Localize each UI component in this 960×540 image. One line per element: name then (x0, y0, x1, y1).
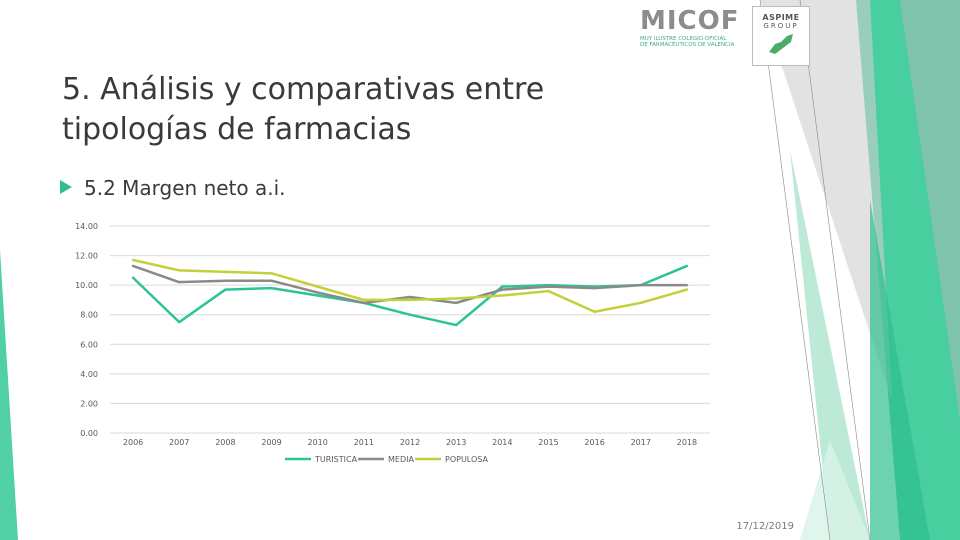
data-point-media (224, 279, 227, 282)
data-point-populosa (454, 297, 458, 300)
y-tick-label: 12.00 (75, 252, 98, 261)
y-tick-label: 2.00 (80, 399, 98, 408)
data-point-populosa (501, 294, 504, 297)
slide-date: 17/12/2019 (736, 521, 794, 532)
data-point-populosa (639, 301, 642, 305)
y-tick-label: 0.00 (80, 429, 98, 438)
micof-logo: MICOF MUY ILUSTRE COLEGIO OFICIAL DE FAR… (640, 6, 740, 54)
data-point-turistica (685, 264, 689, 268)
x-tick-label: 2012 (400, 438, 420, 447)
x-tick-label: 2014 (492, 438, 512, 447)
x-tick-label: 2013 (446, 438, 466, 447)
x-tick-label: 2015 (538, 438, 558, 447)
data-point-turistica (178, 320, 181, 324)
data-point-turistica (131, 276, 135, 279)
y-tick-label: 14.00 (75, 222, 98, 231)
aspime-logo-text: ASPIME (762, 13, 800, 22)
x-tick-label: 2011 (354, 438, 374, 447)
x-tick-label: 2010 (308, 438, 328, 447)
bullet-text: 5.2 Margen neto a.i. (84, 176, 286, 200)
x-tick-label: 2017 (631, 438, 651, 447)
data-point-populosa (408, 298, 412, 302)
aspime-logo: ASPIME GROUP (752, 6, 810, 66)
data-point-turistica (270, 286, 273, 290)
data-point-turistica (408, 313, 412, 316)
x-tick-label: 2016 (584, 438, 604, 447)
y-tick-label: 8.00 (80, 311, 98, 320)
y-tick-label: 10.00 (75, 281, 98, 290)
micof-logo-line1: MUY ILUSTRE COLEGIO OFICIAL (640, 36, 727, 42)
data-point-populosa (224, 270, 227, 274)
data-point-populosa (547, 289, 550, 293)
data-point-populosa (685, 288, 689, 291)
data-point-populosa (131, 258, 135, 262)
data-point-populosa (316, 285, 319, 288)
data-point-turistica (224, 288, 227, 291)
data-point-media (131, 264, 135, 268)
x-tick-label: 2007 (169, 438, 189, 447)
slide-title: 5. Análisis y comparativas entre tipolog… (62, 72, 545, 147)
x-tick-label: 2008 (215, 438, 235, 447)
data-point-populosa (593, 310, 596, 313)
series-line-turistica (132, 264, 688, 327)
micof-logo-line2: DE FARMACÉUTICOS DE VALENCIA (640, 42, 735, 48)
data-point-media (593, 286, 596, 290)
data-point-media (639, 283, 642, 287)
data-point-populosa (270, 272, 273, 275)
data-point-media (362, 301, 366, 305)
legend-label-media: MEDIA (388, 455, 414, 464)
data-point-media (454, 301, 458, 305)
y-tick-label: 4.00 (80, 370, 98, 379)
map-icon (769, 34, 793, 54)
line-chart: 14.00 12.00 10.00 8.00 6.00 4.00 2.00 0.00 2006 2… (75, 222, 710, 464)
x-tick-label: 2006 (123, 438, 143, 447)
x-tick-label: 2018 (677, 438, 697, 447)
data-point-turistica (501, 285, 504, 288)
data-point-media (316, 291, 319, 294)
data-point-populosa (178, 269, 181, 272)
data-point-turistica (316, 294, 319, 297)
data-point-media (270, 279, 273, 282)
bullet-item: 5.2 Margen neto a.i. (60, 176, 286, 200)
legend-label-populosa: POPULOSA (445, 455, 488, 464)
y-tick-label: 6.00 (80, 340, 98, 349)
x-tick-label: 2009 (261, 438, 281, 447)
bullet-arrow-icon (60, 180, 72, 194)
data-point-turistica (454, 323, 458, 327)
aspime-logo-subtext: GROUP (763, 22, 799, 30)
micof-logo-text: MICOF (640, 6, 740, 36)
legend-label-turistica: TURISTICA (314, 455, 358, 464)
data-point-media (408, 295, 412, 299)
data-point-media (178, 280, 181, 284)
data-point-media (547, 285, 550, 288)
data-point-populosa (362, 298, 366, 302)
data-point-media (501, 288, 504, 291)
data-point-media (685, 283, 689, 287)
